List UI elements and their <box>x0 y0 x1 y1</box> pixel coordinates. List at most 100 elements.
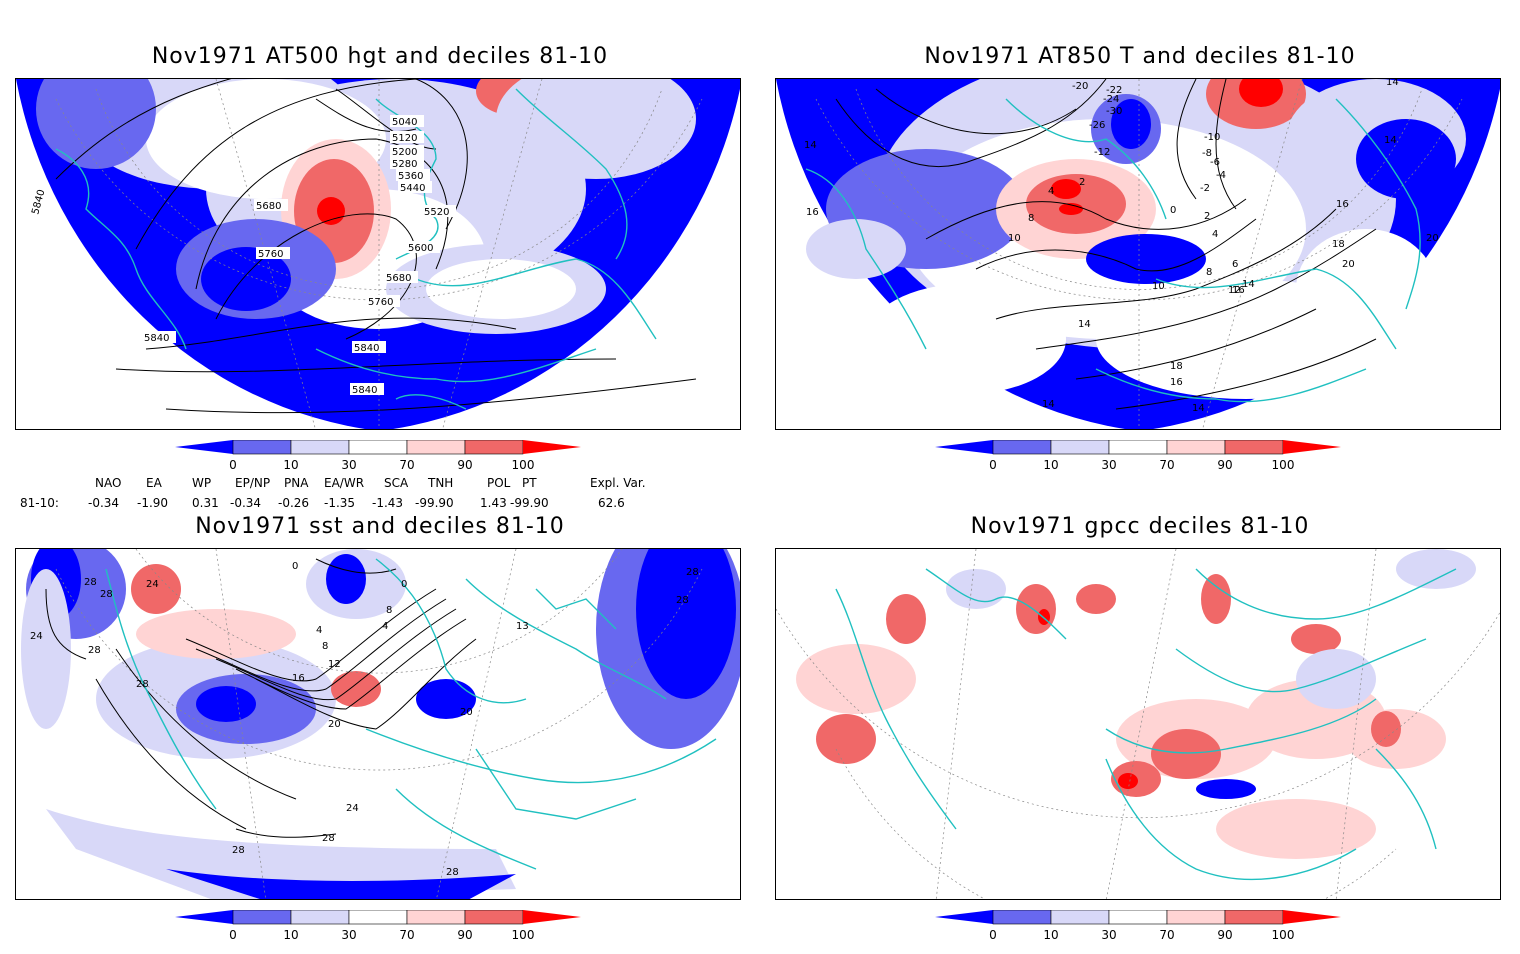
svg-text:28: 28 <box>686 567 699 578</box>
index-value: -0.34 <box>230 496 262 510</box>
index-header: TNH <box>428 476 454 490</box>
svg-text:28: 28 <box>446 867 459 878</box>
svg-text:5520: 5520 <box>424 207 449 218</box>
coastlines <box>805 98 1421 403</box>
svg-text:6: 6 <box>1232 259 1238 270</box>
svg-text:-10: -10 <box>1204 132 1220 143</box>
map-panel-500hgt: 5040 5120 5200 5280 5360 5440 5520 5600 … <box>15 78 741 430</box>
colorbar-swatches <box>175 439 581 455</box>
panel-title-850t: Nov1971 AT850 T and deciles 81-10 <box>924 44 1356 69</box>
grid-lines <box>55 549 703 899</box>
index-row-label: 81-10: <box>20 496 59 510</box>
svg-text:5760: 5760 <box>258 249 283 260</box>
index-value: -0.26 <box>278 496 310 510</box>
svg-text:28: 28 <box>136 679 149 690</box>
svg-text:2: 2 <box>1079 177 1085 188</box>
svg-text:-6: -6 <box>1210 157 1220 168</box>
index-value: -99.90 <box>415 496 454 510</box>
contour-label-group: -20 -22 -24 -26 -30 -12 -10 -8 -6 -4 -2 … <box>804 79 1439 414</box>
decile-shading <box>21 549 740 899</box>
svg-text:12: 12 <box>1228 285 1241 296</box>
colorbar-tick: 10 <box>1043 458 1059 472</box>
colorbar-tick: 30 <box>1101 928 1117 942</box>
svg-text:4: 4 <box>1048 186 1054 197</box>
svg-text:28: 28 <box>100 589 113 600</box>
svg-text:18: 18 <box>1170 361 1183 372</box>
decile-shading <box>36 79 696 334</box>
svg-text:16: 16 <box>1336 199 1349 210</box>
colorbar-top-left: 0 10 30 70 90 100 <box>175 439 595 484</box>
index-header: WP <box>192 476 212 490</box>
colorbar-bottom-left: 0 10 30 70 90 100 <box>175 909 595 954</box>
svg-text:5680: 5680 <box>386 273 411 284</box>
coastlines <box>835 568 1457 881</box>
svg-text:20: 20 <box>1342 259 1355 270</box>
index-header: SCA <box>384 476 409 490</box>
coastlines <box>105 558 717 870</box>
index-value: -1.35 <box>324 496 356 510</box>
map-sst-svg: 28 24 28 28 24 0 0 4 8 12 16 20 24 28 28… <box>16 549 740 899</box>
index-value: -99.90 <box>510 496 549 510</box>
svg-text:8: 8 <box>322 641 328 652</box>
sst-contours <box>45 558 477 838</box>
svg-text:14: 14 <box>804 140 817 151</box>
svg-text:10: 10 <box>1152 281 1165 292</box>
colorbar-tick: 70 <box>399 458 415 472</box>
svg-text:-26: -26 <box>1089 120 1105 131</box>
svg-text:5680: 5680 <box>256 201 281 212</box>
colorbar-tick: 10 <box>283 458 299 472</box>
colorbar-tick: 100 <box>1271 928 1295 942</box>
colorbar-tick: 100 <box>511 458 535 472</box>
svg-text:14: 14 <box>1042 399 1055 410</box>
svg-text:-22: -22 <box>1106 85 1122 96</box>
svg-text:16: 16 <box>292 673 305 684</box>
svg-text:28: 28 <box>88 645 101 656</box>
index-header: NAO <box>95 476 122 490</box>
svg-text:5440: 5440 <box>400 183 425 194</box>
contour-label-group: 28 24 28 28 24 0 0 4 8 12 16 20 24 28 28… <box>30 561 699 878</box>
map-panel-gpcc <box>775 548 1501 900</box>
colorbar-tick: 90 <box>457 928 473 942</box>
svg-text:8: 8 <box>386 605 392 616</box>
svg-text:2: 2 <box>1204 211 1210 222</box>
svg-text:0: 0 <box>401 579 407 590</box>
svg-text:28: 28 <box>84 577 97 588</box>
colorbar-tick: 0 <box>229 458 237 472</box>
colorbar-swatches <box>935 439 1341 455</box>
index-value: -1.90 <box>137 496 169 510</box>
svg-text:0: 0 <box>292 561 298 572</box>
panel-title-sst: Nov1971 sst and deciles 81-10 <box>195 514 565 539</box>
panel-title-500hgt: Nov1971 AT500 hgt and deciles 81-10 <box>151 44 609 69</box>
index-header: EA <box>146 476 162 490</box>
svg-text:20: 20 <box>1426 233 1439 244</box>
svg-text:18: 18 <box>1332 239 1345 250</box>
svg-text:12: 12 <box>328 659 341 670</box>
svg-text:5360: 5360 <box>398 171 423 182</box>
svg-text:20: 20 <box>460 707 473 718</box>
svg-text:28: 28 <box>676 595 689 606</box>
teleconnection-indices: NAO EA WP EP/NP PNA EA/WR SCA TNH POL PT… <box>20 476 720 512</box>
svg-text:-30: -30 <box>1106 106 1122 117</box>
map-panel-sst: 28 24 28 28 24 0 0 4 8 12 16 20 24 28 28… <box>15 548 741 900</box>
index-header: POL <box>487 476 511 490</box>
svg-text:20: 20 <box>328 719 341 730</box>
index-value: -1.43 <box>372 496 404 510</box>
svg-text:5840: 5840 <box>352 385 377 396</box>
index-value: 1.43 <box>480 496 507 510</box>
svg-text:5280: 5280 <box>392 159 417 170</box>
svg-text:5840: 5840 <box>144 333 169 344</box>
svg-text:24: 24 <box>346 803 359 814</box>
colorbar-tick: 30 <box>341 928 357 942</box>
svg-text:28: 28 <box>232 845 245 856</box>
decile-shading <box>796 549 1476 859</box>
svg-text:5200: 5200 <box>392 147 417 158</box>
panel-title-gpcc: Nov1971 gpcc deciles 81-10 <box>970 514 1310 539</box>
svg-text:4: 4 <box>382 621 388 632</box>
svg-text:16: 16 <box>1170 377 1183 388</box>
colorbar-tick: 70 <box>1159 458 1175 472</box>
svg-text:-4: -4 <box>1216 170 1226 181</box>
colorbar-tick: 100 <box>1271 458 1295 472</box>
colorbar-tick: 0 <box>989 458 997 472</box>
colorbar-bottom-right: 0 10 30 70 90 100 <box>935 909 1355 954</box>
svg-text:-12: -12 <box>1094 147 1110 158</box>
